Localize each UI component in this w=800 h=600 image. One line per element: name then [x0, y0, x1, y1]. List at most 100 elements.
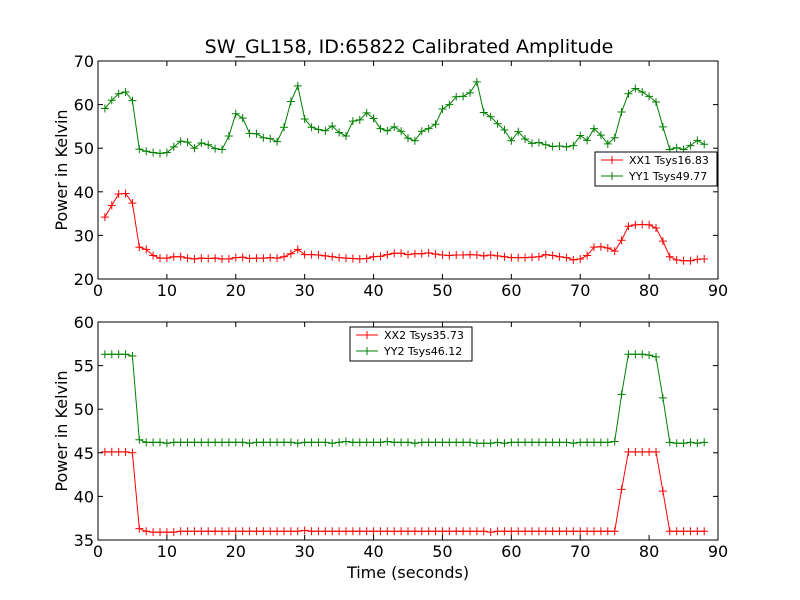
bottom-y-tick-label: 60 — [74, 313, 94, 332]
top-data-point — [638, 220, 647, 229]
top-data-point — [603, 244, 612, 253]
bottom-data-point — [665, 527, 674, 536]
top-data-point — [534, 252, 543, 261]
top-data-point — [645, 92, 654, 101]
top-data-point — [273, 254, 282, 263]
bottom-data-point — [169, 438, 178, 447]
bottom-data-point — [652, 447, 660, 456]
bottom-data-point — [638, 350, 647, 359]
bottom-data-point — [479, 527, 488, 536]
bottom-data-point — [562, 527, 571, 536]
bottom-data-point — [383, 437, 392, 446]
top-data-point — [521, 135, 530, 144]
bottom-data-point — [135, 524, 144, 533]
top-data-point — [548, 142, 557, 151]
bottom-data-point — [528, 438, 536, 447]
bottom-data-point — [190, 438, 199, 447]
bottom-data-point — [376, 527, 385, 536]
top-data-point — [280, 252, 288, 261]
top-data-point — [665, 252, 674, 261]
bottom-data-point — [342, 527, 350, 536]
bottom-data-point — [534, 527, 543, 536]
top-legend: XX1 Tsys16.83 YY1 Tsys49.77 — [594, 151, 718, 187]
top-series-line — [104, 80, 705, 154]
bottom-data-point — [548, 438, 557, 447]
bottom-data-point — [665, 438, 674, 447]
bottom-data-point — [348, 438, 357, 447]
top-data-point — [679, 256, 688, 265]
top-data-point — [569, 141, 578, 150]
top-data-point — [204, 140, 213, 149]
top-data-point — [280, 123, 288, 132]
top-data-point — [658, 122, 667, 131]
top-data-point — [445, 251, 454, 260]
top-data-point — [176, 252, 185, 261]
bottom-data-point — [149, 528, 158, 537]
top-data-point — [424, 124, 433, 133]
bottom-legend-label: XX2 Tsys35.73 — [384, 329, 464, 342]
top-data-point — [293, 81, 302, 90]
top-data-point — [335, 253, 344, 262]
top-data-point — [169, 252, 178, 261]
top-data-point — [321, 251, 330, 260]
top-data-point — [342, 131, 350, 140]
top-data-point — [335, 128, 344, 137]
bottom-data-point — [658, 393, 667, 402]
top-data-point — [245, 129, 254, 138]
top-data-point — [693, 255, 702, 264]
top-data-point — [631, 84, 640, 93]
top-data-point — [259, 133, 268, 142]
bottom-data-point — [259, 438, 268, 447]
bottom-data-point — [583, 527, 592, 536]
top-y-tick-label: 40 — [74, 183, 94, 202]
bottom-x-tick-label: 60 — [501, 542, 521, 561]
bottom-data-point — [479, 439, 488, 448]
bottom-data-point — [645, 351, 654, 360]
bottom-data-point — [231, 527, 240, 536]
bottom-data-point — [507, 527, 516, 536]
top-panel: 0 10 20 30 40 50 60 70 80 90 20 30 40 50 60 70 Power in … — [52, 52, 728, 300]
bottom-data-point — [252, 438, 261, 447]
bottom-data-point — [569, 439, 578, 448]
top-data-point — [383, 126, 392, 135]
bottom-data-point — [672, 439, 681, 448]
top-data-point — [472, 77, 481, 86]
top-data-point — [686, 256, 695, 265]
bottom-x-tick-label: 0 — [93, 542, 103, 561]
bottom-data-point — [562, 438, 571, 447]
top-data-point — [231, 253, 240, 262]
bottom-x-axis-label: Time (seconds) — [346, 563, 469, 582]
top-data-point — [211, 144, 220, 153]
top-data-point — [348, 254, 357, 263]
bottom-data-point — [410, 439, 419, 448]
bottom-data-point — [286, 438, 295, 447]
bottom-data-point — [603, 438, 612, 447]
top-data-point — [417, 249, 426, 258]
bottom-data-point — [438, 527, 447, 536]
top-data-point — [479, 108, 488, 117]
bottom-data-point — [555, 527, 564, 536]
top-data-point — [472, 251, 481, 260]
top-y-tick-label: 70 — [74, 52, 94, 71]
top-legend-box — [594, 151, 718, 187]
bottom-data-point — [528, 527, 536, 536]
top-legend-label: XX1 Tsys16.83 — [629, 154, 709, 167]
bottom-data-point — [197, 438, 206, 447]
top-data-point — [596, 131, 605, 140]
bottom-data-point — [348, 527, 357, 536]
bottom-data-point — [128, 352, 137, 361]
top-data-point — [548, 251, 557, 260]
bottom-data-point — [438, 438, 447, 447]
top-data-point — [121, 189, 130, 198]
bottom-data-point — [431, 438, 440, 447]
top-data-point — [266, 253, 275, 262]
top-data-point — [541, 250, 550, 259]
bottom-data-point — [135, 435, 144, 444]
top-data-point — [162, 254, 171, 263]
chart-title: SW_GL158, ID:65822 Calibrated Amplitude — [205, 36, 614, 58]
bottom-data-point — [576, 438, 585, 447]
bottom-y-tick-label: 40 — [74, 487, 94, 506]
top-data-point — [100, 104, 109, 113]
bottom-data-point — [280, 438, 288, 447]
top-data-point — [383, 250, 392, 259]
